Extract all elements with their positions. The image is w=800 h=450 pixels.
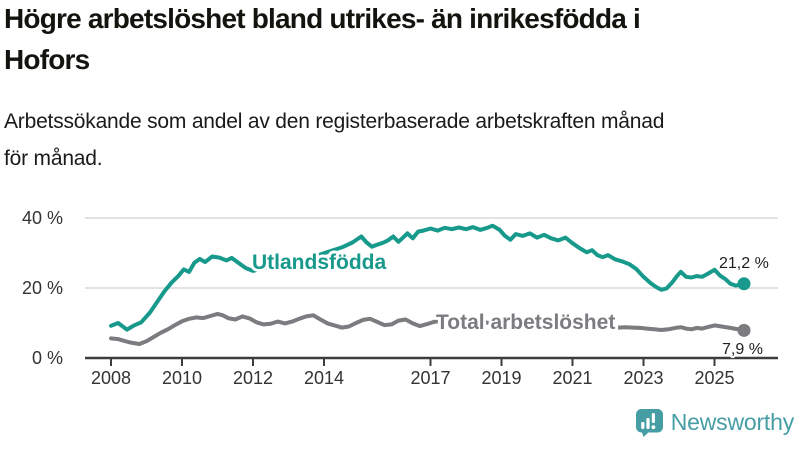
- x-tick-label: 2019: [481, 368, 521, 388]
- headline: Högre arbetslöshet bland utrikes- än inr…: [4, 3, 641, 75]
- x-axis: [85, 356, 778, 366]
- y-tick-label: 20 %: [22, 278, 63, 298]
- series-label-utlandsfodda: Utlandsfödda: [252, 251, 386, 274]
- x-tick-label: 2012: [233, 368, 273, 388]
- logo-exclamation-stem: [651, 413, 655, 423]
- y-tick-label: 40 %: [22, 208, 63, 228]
- series-end-dot-0: [737, 277, 751, 291]
- series-line-1: [109, 311, 746, 346]
- chart-bubble-icon: [635, 409, 663, 437]
- x-tick-label: 2017: [410, 368, 450, 388]
- end-value-label-utlandsfodda: 21,2 %: [719, 255, 769, 272]
- x-tick-label: 2025: [694, 368, 734, 388]
- subtitle: Arbetssökande som andel av den registerb…: [4, 110, 665, 170]
- series-line-0: [109, 223, 746, 332]
- logo-bar-tall: [646, 418, 650, 429]
- series-lines: [109, 223, 751, 346]
- logo-exclamation-dot: [651, 425, 656, 430]
- x-tick-label: 2010: [162, 368, 202, 388]
- newsworthy-logo: Newsworthy: [635, 408, 794, 437]
- x-tick-label: 2021: [552, 368, 592, 388]
- logo-bar-short: [640, 422, 645, 429]
- end-value-label-total: 7,9 %: [722, 341, 763, 358]
- bubble-tail: [641, 431, 650, 437]
- x-tick-label: 2014: [304, 368, 344, 388]
- series-label-total-arbetsloshet: Total arbetslöshet: [436, 311, 615, 334]
- x-tick-label: 2008: [91, 368, 131, 388]
- y-tick-label: 0 %: [32, 348, 63, 368]
- series-end-dot-1: [737, 323, 751, 337]
- logo-text: Newsworthy: [670, 409, 794, 435]
- x-tick-label: 2023: [623, 368, 663, 388]
- axis-labels: 0 % 20 % 40 % 2008 2010 2012 2014 2017 2019 2021 2…: [22, 208, 735, 388]
